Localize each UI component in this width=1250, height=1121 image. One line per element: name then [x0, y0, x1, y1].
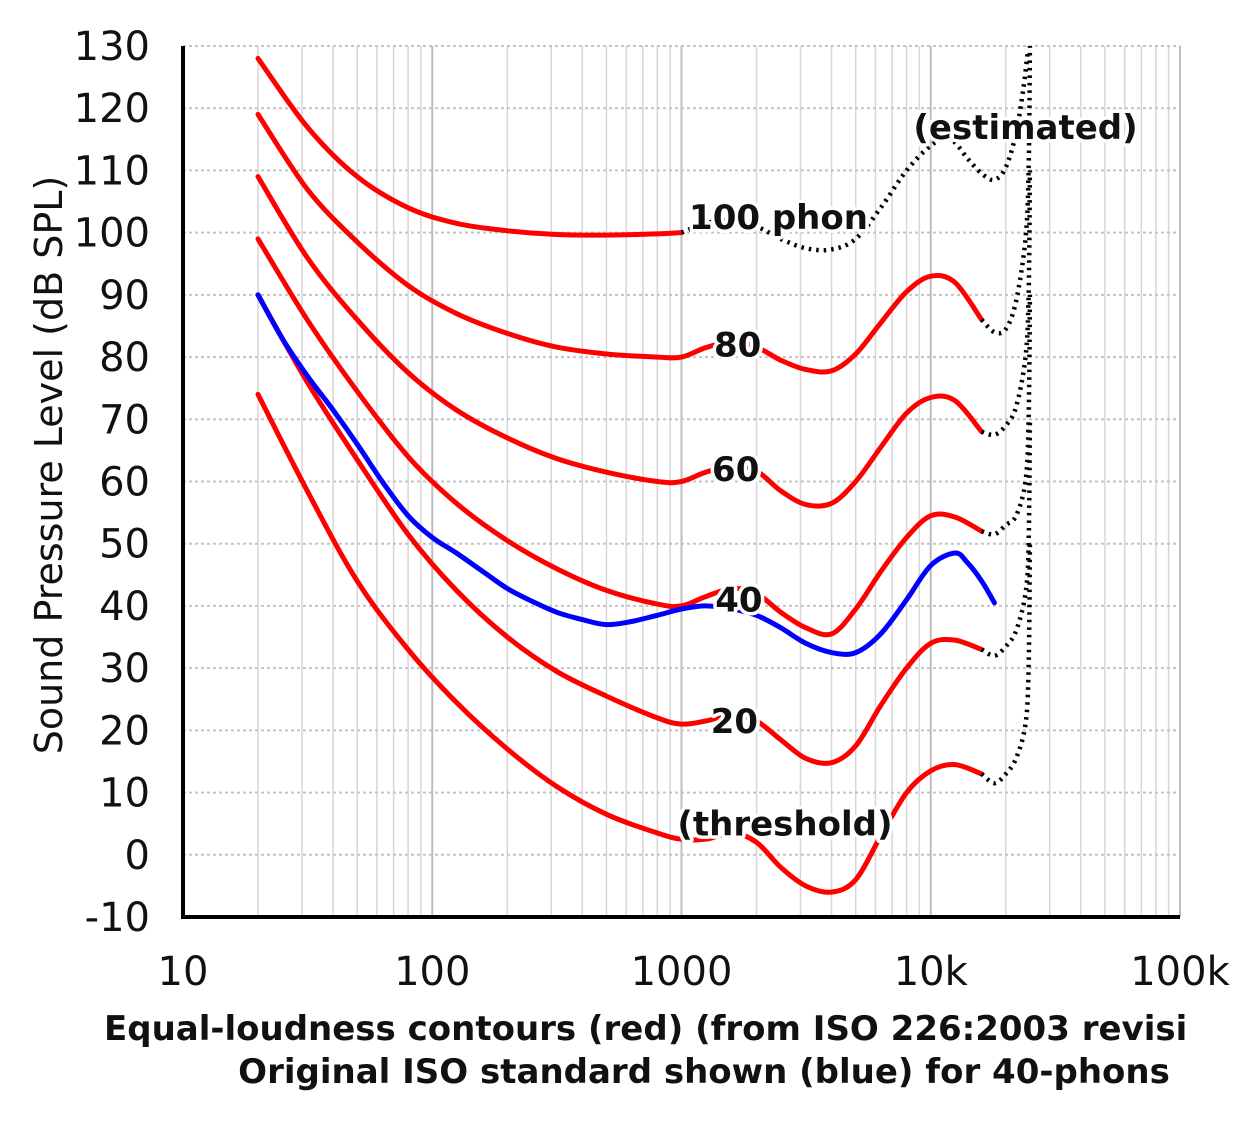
x-tick-label: 10	[158, 949, 209, 995]
estimated-curve-10	[980, 294, 1033, 537]
estimated-curve-9	[980, 170, 1033, 438]
y-tick-label: 20	[99, 708, 150, 754]
y-tick-label: -10	[85, 895, 150, 941]
annotation-label: 40	[715, 581, 762, 621]
y-tick-label: 90	[99, 273, 150, 319]
annotation-halo: 80	[714, 326, 761, 366]
contour-curve-1	[255, 111, 985, 375]
y-tick-label: 120	[74, 86, 150, 132]
x-tick-label: 1000	[631, 949, 733, 995]
annotation-halo: 40	[715, 581, 762, 621]
annotation: (estimated)(estimated)	[910, 104, 1141, 151]
y-tick-label: 60	[99, 460, 150, 506]
y-tick-label: 40	[99, 584, 150, 630]
annotation-label: 60	[712, 450, 759, 490]
y-tick-label: 0	[125, 833, 150, 879]
annotation-halo: 100 phon	[689, 198, 868, 238]
y-tick-label: 130	[74, 24, 150, 70]
x-tick-label: 100	[394, 949, 470, 995]
x-tick-labels: 10 100 1000 10k 100k	[158, 949, 1231, 995]
y-tick-label: 30	[99, 646, 150, 692]
x-tick-label: 10k	[894, 949, 969, 995]
y-tick-label: 110	[74, 148, 150, 194]
annotation-label: 100 phon	[689, 198, 868, 238]
annotation-label: (threshold)	[677, 805, 892, 845]
contour-curve-2	[255, 174, 985, 509]
contour-curve-0	[255, 55, 684, 238]
annotation-halo: (estimated)	[913, 108, 1137, 148]
annotation: (threshold)(threshold)	[674, 801, 896, 848]
annotation-halo: (threshold)	[677, 805, 892, 845]
estimated-curve-11	[980, 419, 1033, 658]
annotation-halo: 20	[711, 702, 758, 742]
caption-line-1: Equal-loudness contours (red) (from ISO …	[104, 1009, 1187, 1049]
x-tick-label: 100k	[1130, 949, 1230, 995]
axes	[181, 46, 1180, 919]
original-iso-curve-6	[255, 292, 997, 657]
y-axis-label: Sound Pressure Level (dB SPL)	[27, 176, 71, 755]
y-tick-label: 80	[99, 335, 150, 381]
annotation-label: 80	[714, 326, 761, 366]
y-tick-label: 100	[74, 211, 150, 257]
y-tick-label: 10	[99, 771, 150, 817]
y-tick-label: 50	[99, 522, 150, 568]
contour-curve-5	[255, 391, 985, 895]
estimated-curve-12	[980, 543, 1033, 786]
annotation-label: 20	[711, 702, 758, 742]
y-tick-label: 70	[99, 397, 150, 443]
annotation-label: (estimated)	[913, 108, 1137, 148]
contour-curve-3	[255, 236, 985, 638]
annotation-halo: 60	[712, 450, 759, 490]
series-layer	[255, 45, 1033, 895]
caption-line-2: Original ISO standard shown (blue) for 4…	[238, 1052, 1170, 1092]
contour-curve-4	[255, 292, 985, 766]
